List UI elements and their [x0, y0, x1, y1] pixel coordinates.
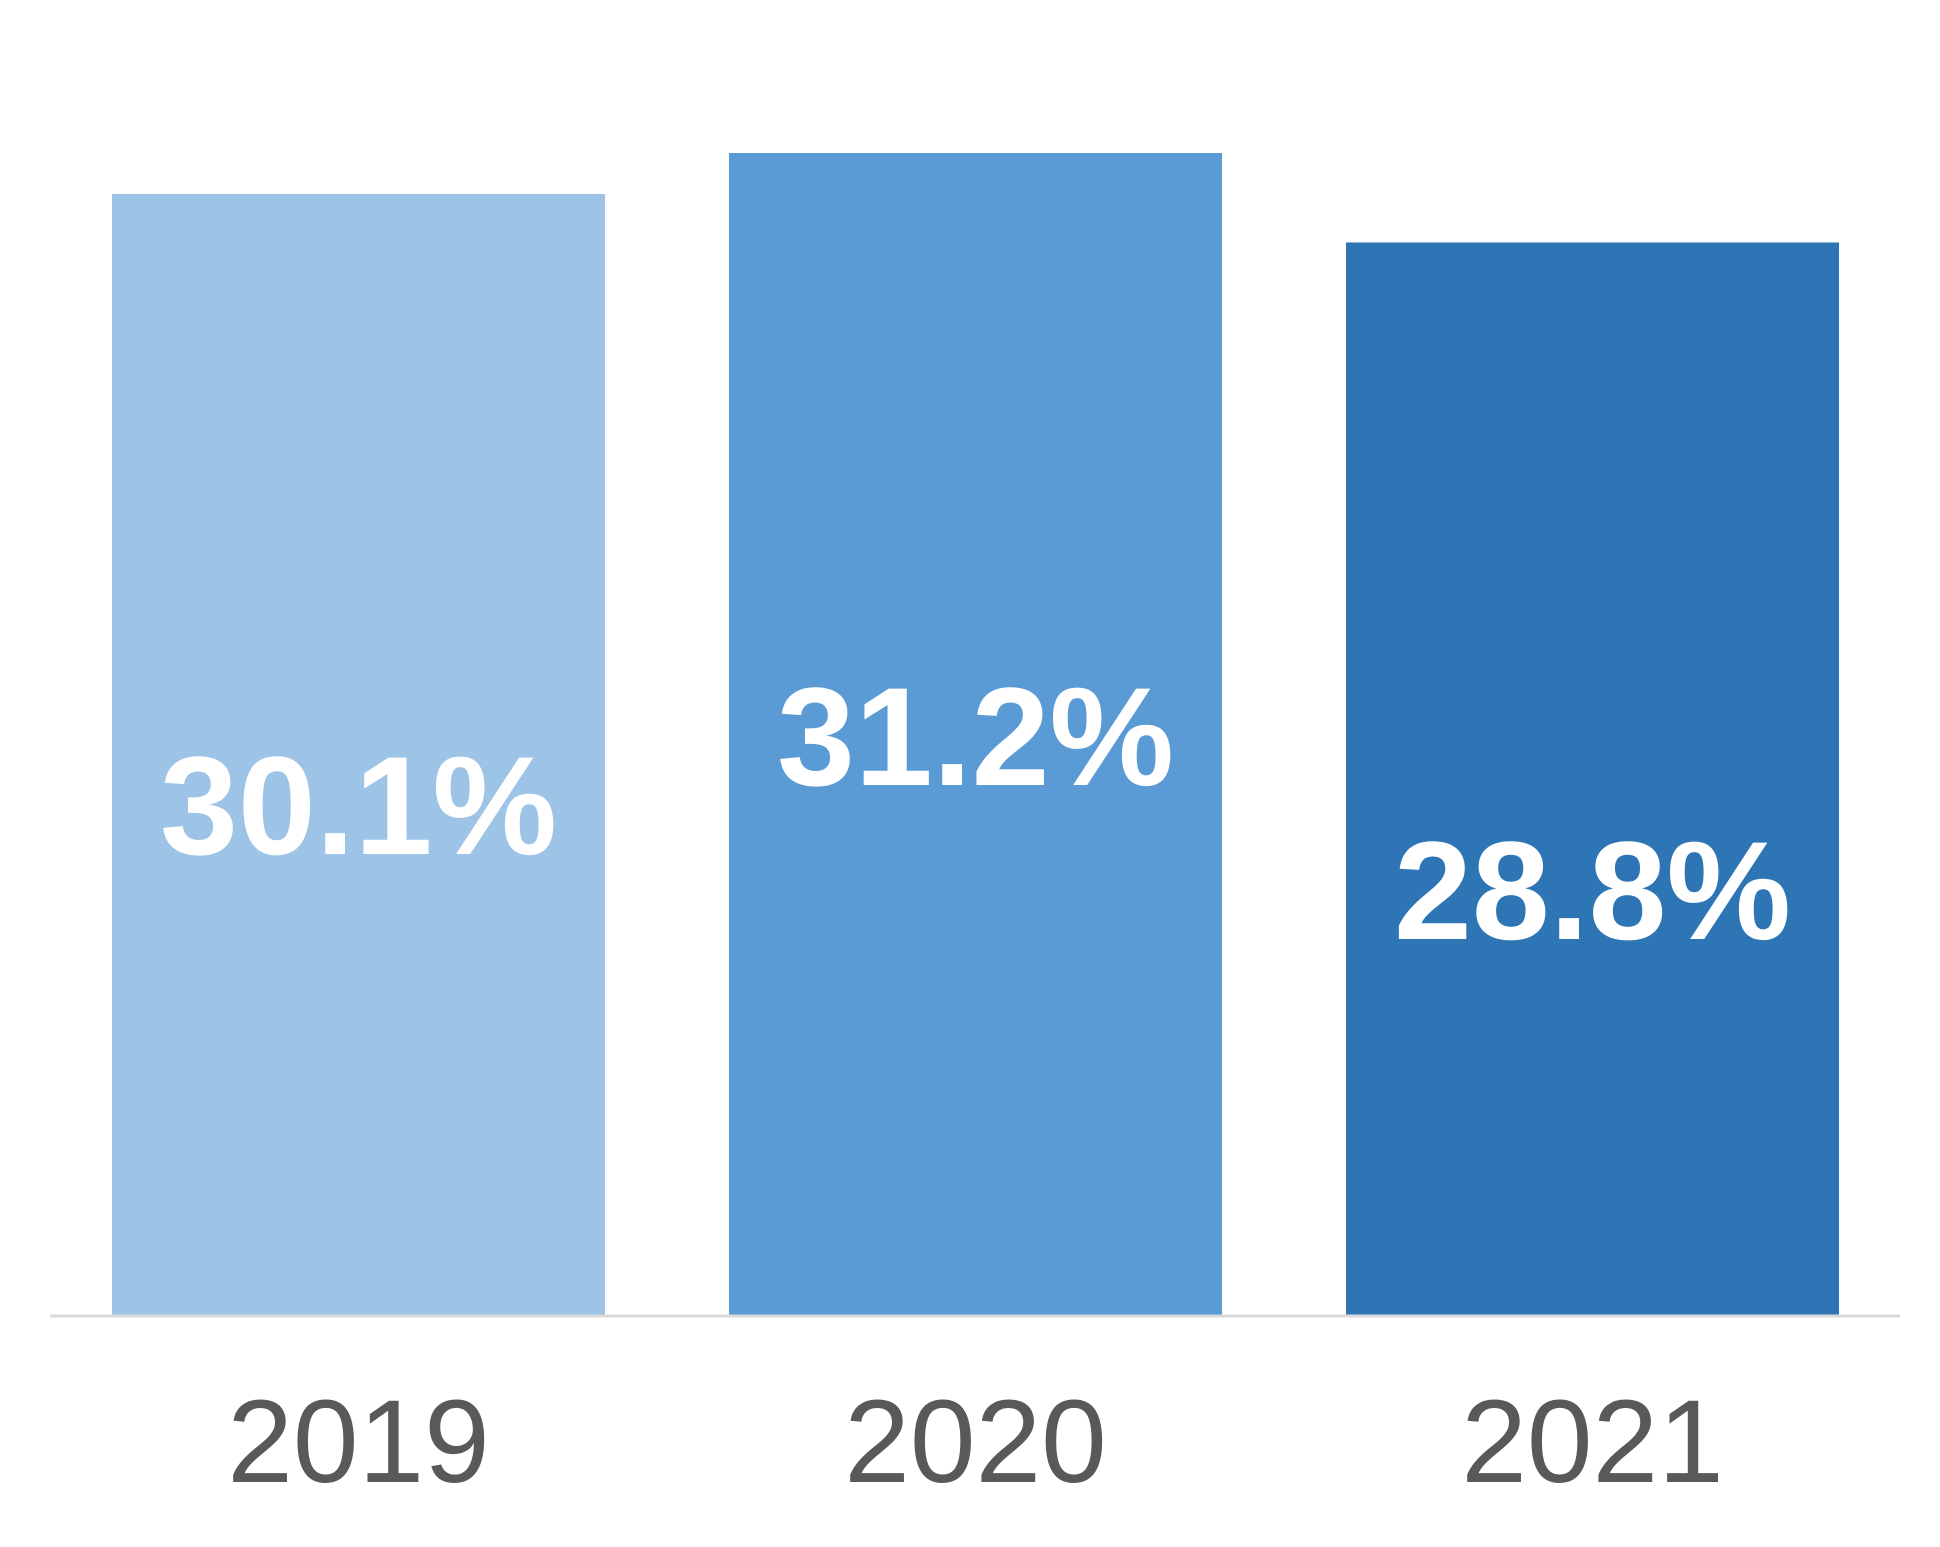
data-label-2020: 31.2%: [777, 658, 1174, 815]
data-label-2019: 30.1%: [160, 727, 557, 884]
data-labels-group: 30.1% 31.2% 28.8%: [160, 658, 1791, 969]
bars-group: [112, 153, 1839, 1317]
x-tick-label-2019: 2019: [227, 1376, 490, 1508]
x-tick-label-2021: 2021: [1461, 1376, 1724, 1508]
x-tick-label-2020: 2020: [844, 1376, 1107, 1508]
bar-2020: [729, 153, 1222, 1316]
data-label-2021: 28.8%: [1394, 812, 1791, 969]
x-tick-labels-group: 2019 2020 2021: [227, 1376, 1724, 1508]
bar-2019: [112, 194, 605, 1317]
bar-2021: [1346, 242, 1839, 1316]
